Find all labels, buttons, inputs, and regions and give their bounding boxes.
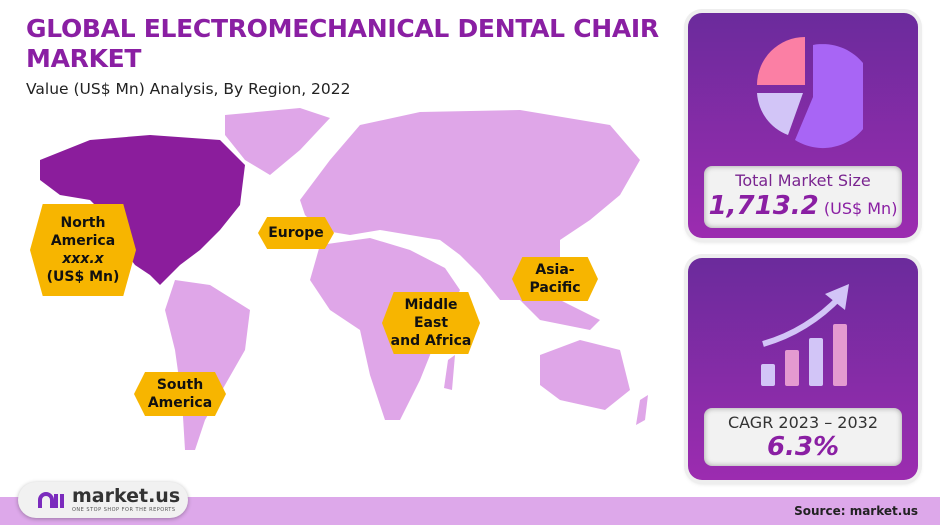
label-europe: Europe bbox=[258, 217, 334, 249]
region-name: Asia- bbox=[535, 262, 575, 278]
label-middle-east-africa: Middle East and Africa bbox=[382, 292, 480, 354]
cagr-box: CAGR 2023 – 2032 6.3% bbox=[704, 408, 902, 466]
market-size-unit: (US$ Mn) bbox=[823, 199, 898, 218]
new-zealand bbox=[636, 395, 648, 425]
greenland bbox=[225, 108, 330, 175]
market-size-value: 1,713.2 bbox=[708, 191, 819, 221]
southeast-asia bbox=[520, 300, 600, 330]
cagr-panel: CAGR 2023 – 2032 6.3% bbox=[688, 258, 918, 480]
region-value: xxx.x bbox=[62, 251, 104, 267]
growth-bar-chart-icon bbox=[761, 284, 849, 386]
region-name: Europe bbox=[268, 225, 324, 241]
region-name: America bbox=[50, 233, 116, 249]
region-name: Pacific bbox=[529, 280, 581, 296]
region-name: North bbox=[60, 215, 106, 231]
region-name: America bbox=[147, 395, 213, 411]
market-size-panel: Total Market Size 1,713.2 (US$ Mn) bbox=[688, 13, 918, 238]
cagr-value: 6.3% bbox=[766, 432, 840, 462]
region-name: Middle bbox=[404, 297, 458, 313]
logo-tagline: ONE STOP SHOP FOR THE REPORTS bbox=[72, 507, 176, 513]
label-north-america: North America xxx.x (US$ Mn) bbox=[30, 204, 136, 296]
region-unit: (US$ Mn) bbox=[46, 269, 120, 285]
madagascar bbox=[444, 355, 455, 390]
logo-text: market.us bbox=[72, 485, 181, 507]
page-title: GLOBAL ELECTROMECHANICAL DENTAL CHAIR MA… bbox=[26, 14, 659, 73]
australia bbox=[540, 340, 630, 410]
market-size-label: Total Market Size bbox=[735, 171, 871, 190]
region-name: East bbox=[413, 315, 449, 331]
europe-asia bbox=[300, 110, 640, 300]
cagr-label: CAGR 2023 – 2032 bbox=[727, 413, 879, 432]
market-size-box: Total Market Size 1,713.2 (US$ Mn) bbox=[704, 166, 902, 228]
label-south-america: South America bbox=[134, 372, 226, 416]
market-us-logo: market.us ONE STOP SHOP FOR THE REPORTS bbox=[18, 482, 188, 518]
label-asia-pacific: Asia- Pacific bbox=[512, 257, 598, 301]
north-america-highlight bbox=[40, 135, 245, 285]
page-subtitle: Value (US$ Mn) Analysis, By Region, 2022 bbox=[26, 80, 351, 98]
region-name: and Africa bbox=[390, 333, 472, 349]
region-name: South bbox=[156, 377, 204, 393]
source-text: Source: market.us bbox=[794, 504, 918, 518]
pie-chart-icon bbox=[757, 37, 863, 149]
logo-icon bbox=[38, 492, 64, 508]
south-america bbox=[165, 280, 250, 450]
